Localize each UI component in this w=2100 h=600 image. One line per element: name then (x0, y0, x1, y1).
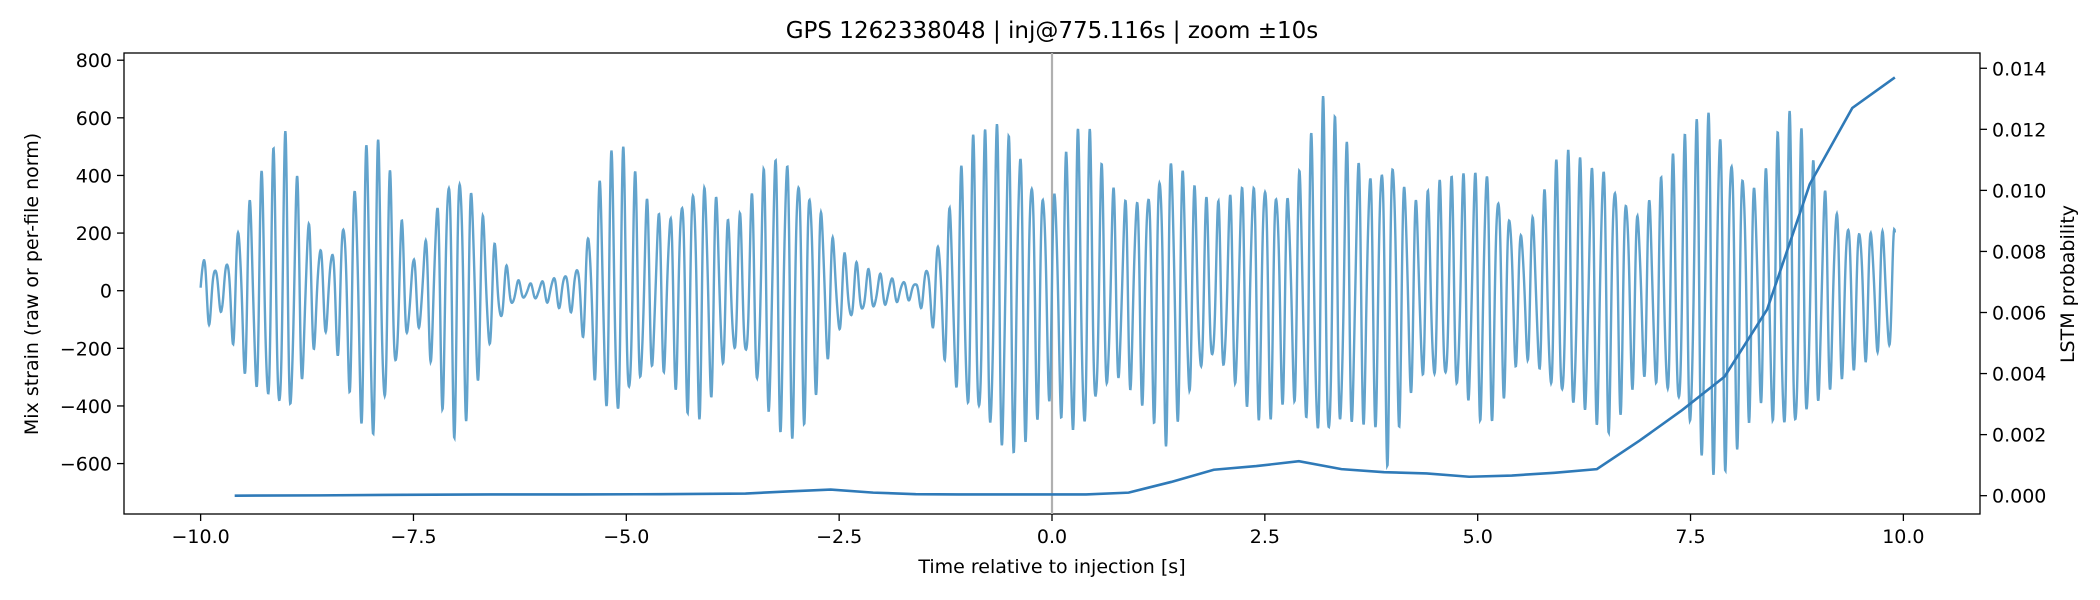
x-axis-ticks: −10.0 −7.5 −5.0 −2.5 0.0 2.5 5.0 7.5 10.0 (172, 514, 1925, 548)
x-axis-label: Time relative to injection [s] (917, 556, 1185, 578)
x-tick-label: 0.0 (1037, 526, 1067, 548)
y-left-tick-label: 200 (76, 223, 112, 245)
x-tick-label: −5.0 (603, 526, 649, 548)
y-right-tick-label: 0.012 (1992, 119, 2046, 141)
series-lstm-probability-line (234, 76, 1896, 497)
y-right-tick-label: 0.008 (1992, 241, 2046, 263)
y-right-tick-label: 0.000 (1992, 486, 2046, 508)
y-right-axis-label: LSTM probability (2057, 205, 2079, 363)
y-right-tick-label: 0.010 (1992, 180, 2046, 202)
y-left-tick-label: −200 (60, 338, 112, 360)
x-tick-label: 2.5 (1250, 526, 1280, 548)
y-right-tick-label: 0.004 (1992, 364, 2046, 386)
y-left-axis-ticks: −600 −400 −200 0 200 400 600 800 (60, 50, 124, 476)
y-right-tick-label: 0.002 (1992, 425, 2046, 447)
x-tick-label: −10.0 (172, 526, 230, 548)
y-left-tick-label: −400 (60, 396, 112, 418)
x-tick-label: −2.5 (816, 526, 862, 548)
x-tick-label: −7.5 (390, 526, 436, 548)
chart-title: GPS 1262338048 | inj@775.116s | zoom ±10… (786, 18, 1319, 44)
y-left-tick-label: 600 (76, 108, 112, 130)
y-right-axis-ticks: 0.000 0.002 0.004 0.006 0.008 0.010 0.012 0.014 (1980, 58, 2046, 508)
y-right-tick-label: 0.014 (1992, 58, 2046, 80)
x-tick-label: 10.0 (1882, 526, 1924, 548)
y-left-tick-label: 800 (76, 50, 112, 72)
series-mix-strain-line (199, 95, 1897, 475)
y-left-axis-label: Mix strain (raw or per-file norm) (21, 133, 43, 435)
y-left-tick-label: −600 (60, 454, 112, 476)
x-tick-label: 5.0 (1463, 526, 1493, 548)
y-right-tick-label: 0.006 (1992, 303, 2046, 325)
y-left-tick-label: 0 (100, 281, 112, 303)
y-left-tick-label: 400 (76, 165, 112, 187)
x-tick-label: 7.5 (1675, 526, 1705, 548)
